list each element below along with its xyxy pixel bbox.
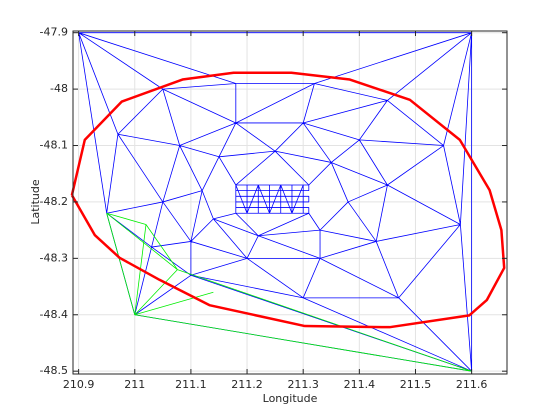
- x-tick-label: 211.2: [231, 378, 263, 391]
- y-axis-label: Latitude: [29, 179, 42, 225]
- y-tick-label: -47.9: [40, 26, 68, 39]
- axes-box: [72, 30, 508, 375]
- x-tick-label: 211.3: [287, 378, 319, 391]
- x-tick-label: 211.6: [456, 378, 488, 391]
- mesh-line: [70, 71, 506, 329]
- y-tick-label: -48.3: [40, 251, 68, 264]
- x-tick-label: 211.5: [400, 378, 432, 391]
- y-tick-label: -48.5: [40, 364, 68, 377]
- y-tick-label: -48.4: [40, 308, 68, 321]
- y-tick-label: -48: [50, 82, 68, 95]
- ticks: 210.9 211 211.1 211.2 211.3 211.4 211.5 211.6 -4…: [40, 26, 507, 391]
- x-axis-label: Longitude: [263, 392, 318, 405]
- y-tick-label: -48.1: [40, 139, 68, 152]
- x-tick-label: 210.9: [63, 378, 95, 391]
- x-tick-label: 211: [124, 378, 145, 391]
- x-tick-label: 211.1: [175, 378, 207, 391]
- y-tick-label: -48.2: [40, 195, 68, 208]
- x-tick-label: 211.4: [344, 378, 376, 391]
- plot-area: [70, 32, 506, 372]
